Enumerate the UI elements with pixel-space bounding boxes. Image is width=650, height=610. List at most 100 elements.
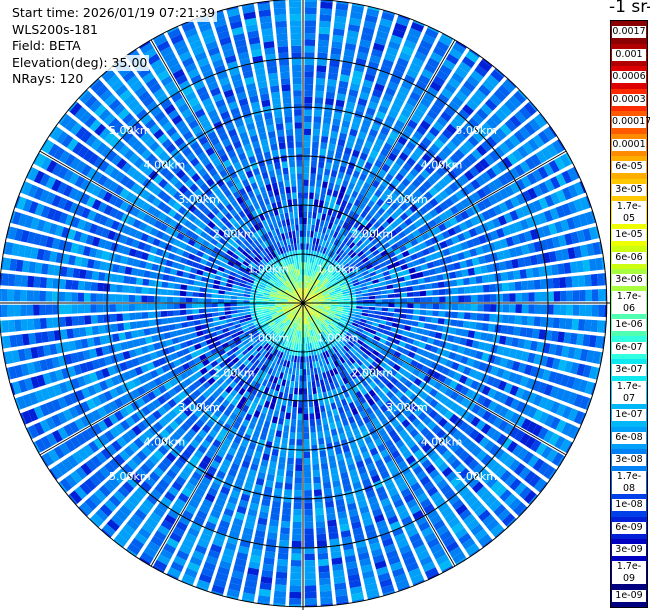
range-gate [421,350,430,358]
range-gate [158,417,168,428]
range-gate [283,318,289,324]
range-gate [417,278,425,284]
range-gate [542,225,552,237]
range-gate [39,359,48,372]
range-gate [68,421,80,434]
range-gate [241,598,254,603]
range-gate [463,286,471,294]
range-gate [466,153,478,165]
range-gate [255,276,263,282]
range-gate [339,523,350,532]
range-gate [427,572,440,580]
range-gate [174,416,184,426]
range-gate [265,480,274,488]
range-gate [420,303,427,309]
range-gate [182,328,190,335]
range-gate [381,311,388,316]
range-gate [53,147,65,161]
range-gate [198,298,206,303]
range-gate [6,367,11,380]
range-gate [119,394,130,406]
range-gate [294,303,301,306]
range-gate [256,307,263,311]
range-gate [455,90,468,103]
range-gate [238,499,249,509]
range-gate [353,317,361,322]
range-gate [245,427,254,436]
range-gate [330,304,338,307]
range-gate [369,372,377,381]
range-gate [567,167,578,182]
range-gate [360,387,368,396]
range-gate [24,377,34,391]
range-gate [245,377,253,385]
range-gate [115,385,125,396]
range-gate [244,330,251,336]
range-gate [58,481,68,493]
range-gate [108,194,119,206]
range-gate [521,204,531,217]
range-gate [79,110,92,124]
range-gate [418,284,426,290]
range-gate [597,273,605,286]
range-gate [394,573,408,584]
range-gate [504,185,515,197]
range-gate [545,356,555,369]
range-gate [576,363,586,377]
range-gate [48,371,58,383]
range-gate [461,269,469,277]
range-gate [337,459,346,468]
range-gate [521,292,529,302]
range-gate [310,306,317,310]
range-gate [275,430,282,438]
range-gate [222,423,231,432]
range-gate [22,198,33,212]
range-gate [447,517,461,529]
range-gate [317,297,325,300]
range-gate [551,358,561,370]
range-gate [405,33,419,44]
range-gate [85,134,98,147]
range-gate [398,444,409,454]
range-gate [120,419,131,431]
range-gate [330,294,337,297]
range-gate [480,332,488,341]
range-gate [438,417,448,428]
range-gate [126,429,137,440]
range-gate [486,74,500,87]
range-gate [382,356,391,364]
range-gate [514,315,522,325]
range-gate [458,450,470,462]
range-gate [336,306,344,310]
range-gate [584,211,595,225]
range-gate [280,527,290,535]
range-gate [343,404,350,413]
range-gate [476,200,487,212]
range-gate [104,462,116,474]
range-gate [290,294,296,299]
range-gate [223,508,234,517]
range-gate [136,210,146,220]
range-gate [287,313,293,319]
range-gate [229,342,237,349]
range-gate [328,313,335,317]
range-gate [567,201,578,214]
range-gate [194,434,204,444]
range-gate [544,399,555,412]
range-gate [244,351,252,359]
range-gate [403,188,413,197]
range-gate [386,284,394,290]
range-gate [490,462,502,474]
range-gate [109,304,116,312]
range-gate [426,303,433,309]
range-gate [341,339,348,345]
range-gate [405,141,416,151]
range-gate [345,36,358,45]
range-gate [423,92,435,103]
range-gate [350,421,358,430]
range-gate [407,413,417,423]
range-gate [234,393,243,401]
range-gate [437,281,445,288]
range-gate [328,324,335,330]
range-gate [258,271,265,278]
